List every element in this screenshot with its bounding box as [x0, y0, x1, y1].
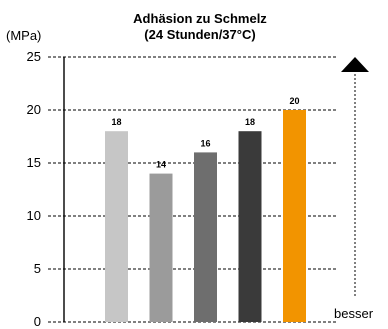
bar [105, 131, 128, 322]
y-tick-label: 15 [27, 155, 41, 170]
y-tick-label: 10 [27, 208, 41, 223]
bar [238, 131, 262, 322]
bar-value-label: 18 [245, 117, 255, 127]
y-tick-label: 25 [27, 49, 41, 64]
bar [149, 173, 173, 322]
bar-value-label: 16 [200, 138, 210, 148]
chart-title: Adhäsion zu Schmelz [133, 11, 267, 26]
y-axis-unit-label: (MPa) [6, 28, 41, 43]
bars [105, 110, 306, 322]
better-label: besser [334, 306, 374, 321]
y-tick-label: 5 [34, 261, 41, 276]
bar-value-label: 14 [156, 160, 166, 170]
y-tick-label: 20 [27, 102, 41, 117]
bar [194, 152, 217, 322]
chart-subtitle: (24 Stunden/37°C) [144, 27, 255, 42]
y-tick-label: 0 [34, 314, 41, 329]
y-axis-ticks: 0 5 10 15 20 25 [27, 49, 41, 329]
bar-value-label: 18 [111, 117, 121, 127]
better-arrow-head-icon [341, 57, 369, 72]
data-labels: 18 14 16 18 20 [111, 96, 299, 170]
bar [283, 110, 306, 322]
bar-value-label: 20 [289, 96, 299, 106]
